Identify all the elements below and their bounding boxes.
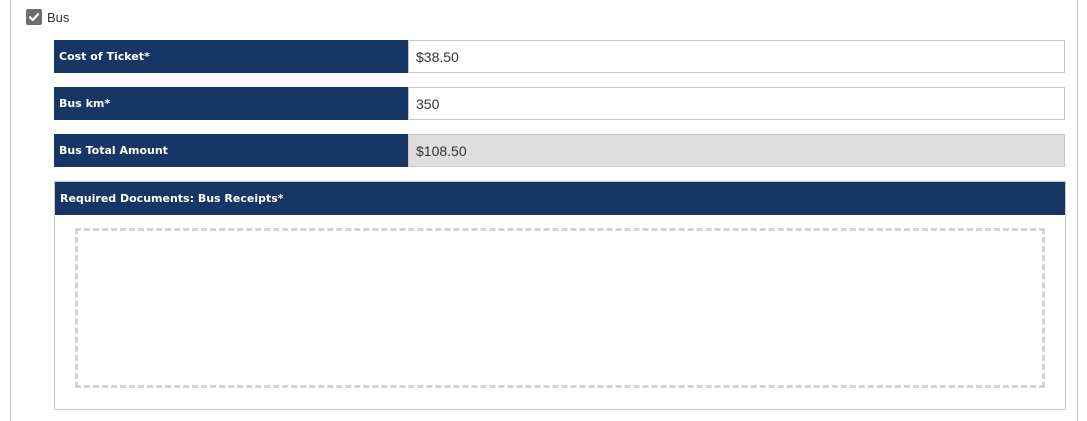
required-documents-panel: Required Documents: Bus Receipts* bbox=[54, 181, 1066, 410]
cost-of-ticket-input[interactable] bbox=[408, 40, 1065, 73]
bus-total-row: Bus Total Amount bbox=[54, 134, 1065, 167]
required-documents-header: Required Documents: Bus Receipts* bbox=[55, 182, 1065, 215]
bus-checkbox[interactable] bbox=[26, 9, 42, 25]
cost-of-ticket-row: Cost of Ticket* bbox=[54, 40, 1065, 73]
panel-left-border bbox=[10, 0, 11, 421]
panel-right-border bbox=[1077, 0, 1078, 421]
checkmark-icon bbox=[28, 13, 40, 22]
bus-total-input bbox=[408, 134, 1065, 167]
bus-km-input[interactable] bbox=[408, 87, 1065, 120]
bus-km-label: Bus km* bbox=[54, 87, 408, 120]
cost-of-ticket-label: Cost of Ticket* bbox=[54, 40, 408, 73]
bus-checkbox-label[interactable]: Bus bbox=[47, 9, 70, 25]
bus-receipts-dropzone[interactable] bbox=[75, 228, 1045, 388]
bus-km-row: Bus km* bbox=[54, 87, 1065, 120]
bus-checkbox-row: Bus bbox=[26, 8, 69, 26]
bus-total-label: Bus Total Amount bbox=[54, 134, 408, 167]
